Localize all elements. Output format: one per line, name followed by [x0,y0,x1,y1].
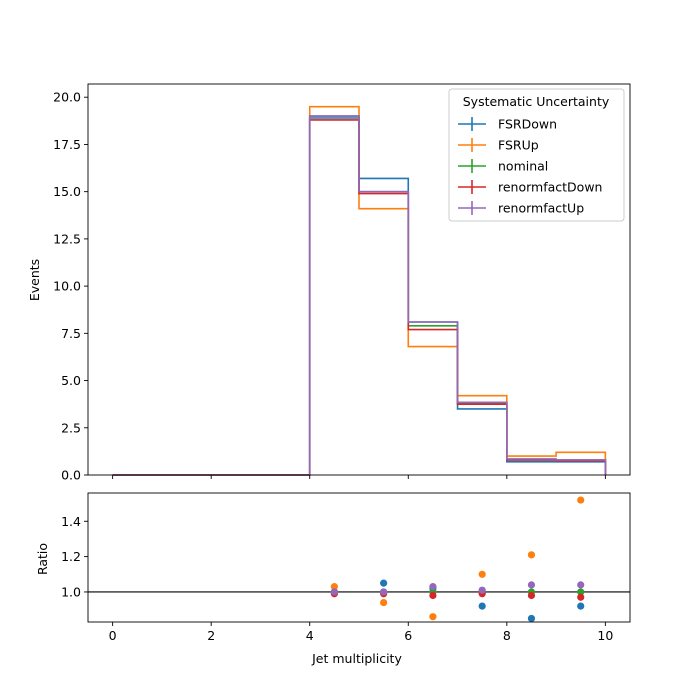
ratio-point-FSRUp [577,496,585,504]
ratio-point-renormfactUp [429,583,437,591]
x-tick-label: 8 [503,628,511,643]
x-tick-label: 2 [207,628,215,643]
ratio-y-tick-label: 1.4 [61,514,81,529]
ratio-panel: 1.0 1.2 1.4 0 2 4 6 8 10 Ratio Jet multiplicity [35,492,631,666]
legend-entries: FSRDown FSRUp nominal renormfactDown renormf… [458,117,602,216]
main-y-ticks: 0.0 2.5 5.0 7.5 10.0 12.5 15.0 17.5 20.0 [53,90,88,483]
ratio-points-group [330,496,585,623]
legend-entry-renormfactUp: renormfactUp [458,201,584,216]
main-y-tick-label: 0.0 [61,468,81,483]
ratio-y-tick-label: 1.0 [61,584,81,599]
x-tick-label: 0 [109,628,117,643]
ratio-point-renormfactDown [527,591,536,600]
legend-label: FSRDown [498,117,557,132]
ratio-x-ticks: 0 2 4 6 8 10 [109,622,613,643]
ratio-y-axis-label: Ratio [35,543,50,575]
ratio-point-FSRDown [478,602,486,610]
main-y-tick-label: 5.0 [61,373,81,388]
legend-label: FSRUp [498,138,539,153]
ratio-axes-frame [87,492,631,623]
ratio-point-FSRDown [577,602,585,610]
legend-label: renormfactUp [498,201,584,216]
main-y-tick-label: 15.0 [53,184,81,199]
ratio-point-renormfactUp [527,581,536,589]
legend-label: nominal [498,159,548,174]
main-y-axis-label: Events [27,259,42,301]
x-tick-label: 10 [597,628,613,643]
ratio-point-FSRDown [527,614,536,623]
ratio-point-FSRUp [330,583,338,591]
ratio-point-nominal [577,588,585,596]
legend-box [448,88,625,222]
main-y-tick-label: 10.0 [53,279,81,294]
ratio-point-renormfactDown [577,593,585,601]
ratio-point-FSRUp [478,570,486,578]
ratio-point-FSRUp [380,598,388,607]
ratio-point-renormfactUp [478,586,486,594]
legend-entry-FSRUp: FSRUp [458,138,539,153]
ratio-point-renormfactUp [380,588,388,596]
legend-entry-renormfactDown: renormfactDown [458,180,602,195]
x-axis-label: Jet multiplicity [311,651,402,666]
ratio-point-FSRDown [380,579,388,587]
main-x-ticks [112,475,606,479]
ratio-point-renormfactDown [429,591,437,600]
main-histogram-panel: 0.02.55.07.510.012.515.017.520.0 Events … [27,83,631,483]
x-tick-label: 6 [404,628,412,643]
main-y-tick-label: 7.5 [61,326,81,341]
legend-title: Systematic Uncertainty [463,94,610,109]
main-y-tick-label: 17.5 [53,137,81,152]
legend-entry-nominal: nominal [458,159,548,174]
legend: Systematic Uncertainty FSRDown FSRUp nomin… [448,88,625,222]
ratio-y-ticks: 1.0 1.2 1.4 [61,514,88,599]
main-y-tick-label: 12.5 [53,231,81,246]
main-y-tick-label: 20.0 [53,90,81,105]
x-tick-label: 4 [306,628,314,643]
ratio-point-renormfactUp [577,581,585,589]
legend-label: renormfactDown [498,180,602,195]
main-y-tick-label: 2.5 [61,420,81,435]
legend-entry-FSRDown: FSRDown [458,117,557,132]
ratio-point-renormfactUp [330,588,338,596]
ratio-point-FSRUp [527,551,536,559]
ratio-point-FSRUp [429,613,437,621]
main-axes-frame [87,83,631,476]
ratio-y-tick-label: 1.2 [61,549,81,564]
